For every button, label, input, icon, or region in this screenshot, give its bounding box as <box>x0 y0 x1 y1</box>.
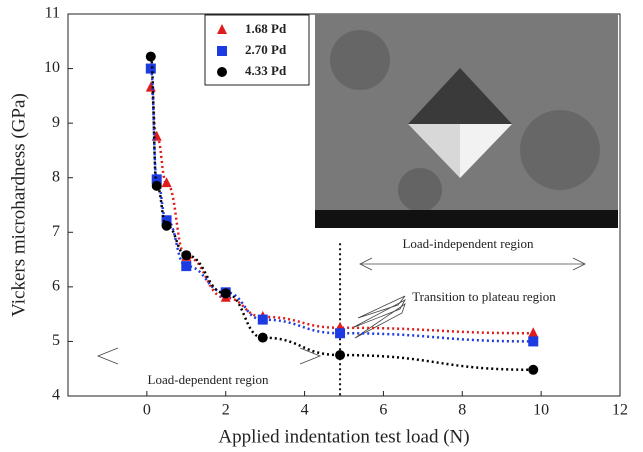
annotation: Load-independent region <box>402 236 534 251</box>
data-point <box>181 250 192 261</box>
legend-label: 2.70 Pd <box>245 42 287 57</box>
data-point <box>257 332 268 343</box>
x-tick-label: 12 <box>612 402 628 419</box>
data-point <box>335 328 346 339</box>
legend-marker <box>217 46 227 56</box>
data-point <box>528 364 539 375</box>
data-point <box>151 180 162 191</box>
y-tick-label: 11 <box>45 5 60 22</box>
y-tick-label: 4 <box>52 387 60 404</box>
fit-curve <box>149 86 534 335</box>
x-axis-label: Applied indentation test load (N) <box>218 426 469 447</box>
x-tick-label: 4 <box>301 402 309 419</box>
annotation: Transition to plateau region <box>412 289 556 304</box>
y-tick-label: 7 <box>52 223 60 240</box>
x-tick-label: 2 <box>222 402 230 419</box>
data-point <box>161 215 172 226</box>
data-point <box>220 288 231 299</box>
region-arrows <box>96 257 586 365</box>
data-point <box>151 174 162 185</box>
data-point <box>181 261 192 272</box>
legend-label: 1.68 Pd <box>245 21 287 36</box>
annotation: Load-dependent region <box>148 372 269 387</box>
y-tick-label: 10 <box>44 59 60 76</box>
data-point <box>161 177 172 188</box>
legend-marker <box>217 67 227 77</box>
data-point <box>528 327 539 338</box>
y-tick-label: 8 <box>52 168 60 185</box>
y-tick-label: 6 <box>52 278 60 295</box>
inset-image <box>315 14 618 228</box>
y-tick-label: 5 <box>52 332 60 349</box>
y-axis-label: Vickers microhardness (GPa) <box>8 93 29 317</box>
fit-curve <box>149 55 534 372</box>
data-point <box>161 220 172 231</box>
legend-label: 4.33 Pd <box>245 63 287 78</box>
x-tick-label: 0 <box>143 402 151 419</box>
data-point <box>335 350 346 361</box>
data-point <box>528 336 539 347</box>
data-point <box>257 314 268 325</box>
x-tick-label: 8 <box>458 402 466 419</box>
y-tick-label: 9 <box>52 114 60 131</box>
x-tick-label: 10 <box>533 402 549 419</box>
x-tick-label: 6 <box>379 402 387 419</box>
legend-marker <box>217 24 227 34</box>
data-point <box>145 51 156 62</box>
data-point <box>145 63 156 74</box>
data-point <box>145 81 156 92</box>
